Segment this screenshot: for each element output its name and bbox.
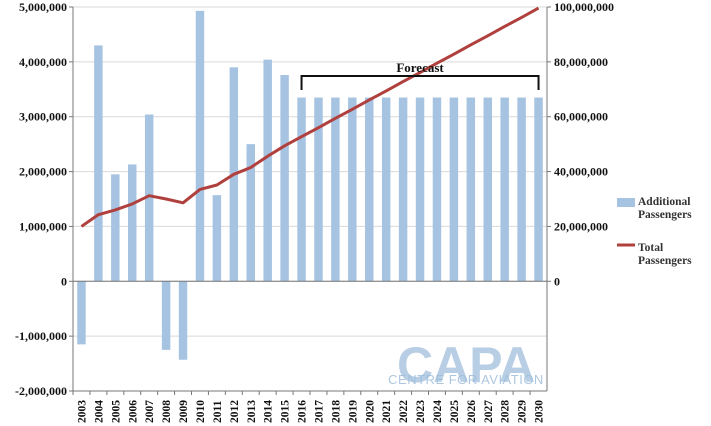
y-tick-label: -2,000,000 [15,384,67,398]
bar-series [77,10,543,360]
y2-tick-label: 0 [554,274,560,288]
x-tick-label: 2007 [144,400,156,423]
y-tick-label: 0 [61,274,67,288]
x-tick-label: 2006 [127,400,139,423]
bar [534,97,543,282]
bar [365,97,374,282]
capa-watermark: CAPA CENTRE FOR AVIATION [388,337,544,393]
bar [500,97,509,282]
watermark-tagline: CENTRE FOR AVIATION [388,372,544,387]
bar [449,97,459,282]
x-tick-label: 2010 [195,400,207,423]
legend-swatch-bars [617,198,635,207]
x-tick-label: 2019 [347,400,359,423]
bar [94,45,103,282]
bar [415,97,425,282]
x-tick-label: 2012 [229,400,241,423]
bar [348,97,357,282]
x-tick-label: 2009 [178,400,190,423]
x-tick-label: 2029 [517,400,529,423]
bar [466,97,476,282]
x-tick-label: 2021 [381,400,393,423]
legend-label-line-1: Total [638,242,663,254]
bar [212,195,222,282]
bar [178,281,188,360]
bar [483,97,492,282]
bar [297,97,306,282]
bar [314,97,323,282]
watermark-logo: CAPA [397,337,535,393]
x-tick-label: 2026 [466,400,478,423]
bar [195,10,205,282]
x-tick-label: 2020 [364,400,376,423]
legend-label-line-2: Passengers [638,255,692,267]
x-tick-label: 2024 [432,400,444,423]
x-tick-label: 2005 [110,400,122,423]
x-tick-label: 2015 [280,400,292,423]
y2-tick-label: 60,000,000 [554,110,608,124]
x-tick-label: 2030 [534,400,546,423]
x-tick-label: 2004 [93,400,105,423]
forecast-bracket [300,75,540,90]
bar [77,281,86,345]
legend-label-bars-2: Passengers [638,209,692,221]
y-tick-label: -1,000,000 [15,329,67,343]
x-tick-label: 2022 [398,400,410,423]
bar [161,281,171,350]
forecast-label: Forecast [396,60,444,75]
legend-label-bars-1: Additional [638,196,690,208]
x-tick-label: 2013 [246,400,258,423]
y-tick-label: 1,000,000 [19,219,67,233]
x-tick-label: 2023 [415,400,427,423]
forecast-annotation: Forecast [300,60,540,90]
bar [280,75,289,282]
x-tick-label: 2027 [483,400,495,423]
y-tick-label: 5,000,000 [19,0,67,14]
y-tick-label: 3,000,000 [19,110,67,124]
bar [111,174,120,282]
y-tick-label: 4,000,000 [19,55,67,69]
x-tick-label: 2008 [161,400,173,423]
line-series [80,6,540,228]
x-tick-label: 2018 [330,400,342,423]
x-tick-label: 2025 [449,400,461,423]
bar [398,97,408,282]
y-tick-label: 2,000,000 [19,165,67,179]
bar [263,59,272,282]
bar [381,97,391,282]
x-tick-label: 2014 [263,400,275,423]
y2-tick-label: 20,000,000 [554,219,608,233]
x-tick-label: 2011 [212,400,224,423]
total-passengers-line [80,6,540,228]
x-tick-label: 2028 [500,400,512,423]
bar [246,144,255,282]
bar [144,114,154,282]
bar [517,97,526,282]
y2-tick-label: 80,000,000 [554,55,608,69]
bar [331,97,340,282]
y2-tick-label: 40,000,000 [554,165,608,179]
bar [432,97,442,282]
bar [128,164,137,282]
x-tick-label: 2016 [297,400,309,423]
x-tick-label: 2017 [313,400,325,423]
legend: Additional Passengers Total Passengers [617,196,692,267]
y2-tick-label: 100,000,000 [554,0,614,14]
x-tick-label: 2003 [76,400,88,423]
axes: -2,000,000 -1,000,000 0 1,000,000 2,000,000 3… [15,0,614,423]
